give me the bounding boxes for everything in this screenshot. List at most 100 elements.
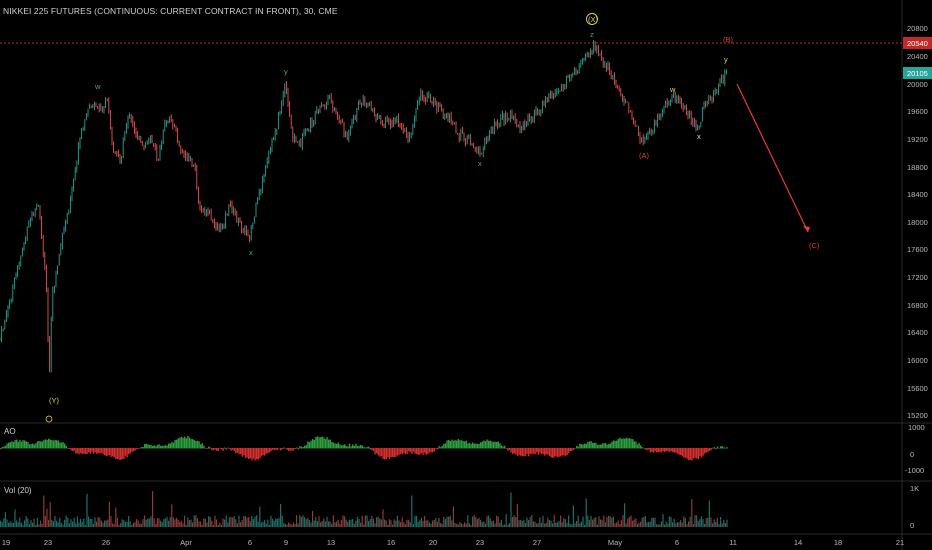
volume-bar bbox=[30, 520, 32, 527]
ao-bar bbox=[121, 448, 123, 460]
ao-bar bbox=[654, 448, 656, 452]
ao-bar bbox=[132, 448, 135, 452]
volume-bar bbox=[616, 522, 618, 527]
volume-bar bbox=[131, 524, 133, 527]
ao-bar bbox=[172, 442, 175, 449]
ao-bar bbox=[465, 440, 467, 449]
ao-bar bbox=[449, 440, 451, 449]
ao-bar bbox=[620, 438, 623, 449]
volume-bar bbox=[433, 519, 435, 527]
ao-bar bbox=[534, 448, 536, 455]
wave-label-x-1: x bbox=[249, 248, 253, 257]
ao-bar bbox=[6, 443, 8, 449]
volume-bar bbox=[136, 519, 138, 527]
ao-bar bbox=[305, 445, 307, 449]
ao-bar bbox=[230, 448, 232, 451]
volume-bar bbox=[86, 493, 88, 527]
ao-bar bbox=[416, 448, 418, 455]
volume-bar bbox=[508, 523, 510, 527]
ao-bar bbox=[342, 444, 344, 449]
price-tick-label: 16800 bbox=[907, 301, 928, 310]
volume-bar bbox=[420, 517, 422, 527]
volume-bar bbox=[654, 517, 656, 527]
volume-bar bbox=[152, 491, 154, 527]
price-tick-label: 19200 bbox=[907, 135, 928, 144]
volume-bar bbox=[337, 519, 339, 527]
ao-bar bbox=[700, 448, 703, 458]
ao-bar bbox=[529, 448, 531, 454]
ao-bar bbox=[499, 443, 501, 449]
volume-bar bbox=[491, 521, 493, 527]
volume-bar bbox=[510, 492, 512, 527]
ao-bar bbox=[65, 445, 67, 449]
ao-bar bbox=[595, 442, 597, 449]
wave-circle-marker bbox=[586, 13, 598, 25]
ao-bar bbox=[454, 440, 456, 449]
ao-bar bbox=[68, 448, 71, 450]
ao-bar bbox=[222, 448, 224, 451]
price-tick-label: 16000 bbox=[907, 356, 928, 365]
volume-bar bbox=[568, 515, 570, 527]
svg-text:1000: 1000 bbox=[908, 423, 925, 432]
ao-bar bbox=[366, 446, 368, 449]
ao-bar bbox=[38, 441, 40, 449]
ao-bar bbox=[488, 440, 490, 449]
ao-bar bbox=[137, 448, 139, 449]
ao-bar bbox=[592, 442, 594, 449]
wave-label-x-2: x bbox=[478, 159, 482, 168]
ao-bar bbox=[206, 448, 208, 449]
volume-bar bbox=[176, 517, 178, 527]
ao-bar bbox=[614, 440, 616, 449]
ao-bar bbox=[374, 448, 376, 455]
wave-label-w-2: w bbox=[669, 85, 676, 94]
volume-bar bbox=[318, 516, 320, 527]
ao-bar bbox=[251, 448, 253, 461]
volume-bar bbox=[643, 516, 645, 527]
ao-bar bbox=[11, 441, 13, 449]
volume-bar bbox=[81, 521, 83, 527]
ao-bar bbox=[185, 438, 187, 449]
volume-bar bbox=[350, 519, 352, 527]
volume-bar bbox=[340, 520, 342, 527]
time-axis[interactable]: 19 23 26 Apr 6 9 13 16 20 23 27 May 6 11 14 18 21 bbox=[2, 538, 904, 547]
volume-bar bbox=[214, 515, 216, 527]
ao-bar bbox=[670, 448, 672, 452]
volume-bar bbox=[428, 522, 430, 527]
ao-bar bbox=[659, 448, 661, 453]
price-axis[interactable]: 20800 20400 20000 19600 19200 18800 18400 18000… bbox=[907, 24, 928, 420]
volume-bar bbox=[187, 517, 189, 527]
volume-bar bbox=[548, 520, 550, 527]
volume-bar bbox=[83, 518, 85, 527]
time-tick-label: 26 bbox=[102, 538, 110, 547]
volume-bar bbox=[603, 515, 605, 527]
ao-bar bbox=[609, 443, 611, 449]
ao-bar bbox=[120, 448, 122, 460]
volume-bar bbox=[150, 516, 152, 527]
volume-bar bbox=[171, 504, 173, 527]
volume-bar bbox=[641, 517, 643, 527]
ao-bar bbox=[505, 448, 507, 449]
ao-bar bbox=[396, 448, 399, 456]
ao-bar bbox=[545, 448, 547, 455]
ao-bar bbox=[531, 448, 533, 455]
projection-arrow bbox=[736, 83, 810, 233]
ao-bar bbox=[209, 447, 211, 449]
volume-bar bbox=[393, 519, 395, 527]
ao-bar bbox=[424, 448, 426, 453]
volume-bar bbox=[579, 523, 581, 527]
ao-bar bbox=[22, 440, 24, 449]
ao-bar bbox=[113, 448, 115, 458]
volume-bar bbox=[604, 522, 606, 527]
volume-bar bbox=[592, 519, 594, 527]
volume-bar bbox=[387, 524, 389, 527]
volume-bar bbox=[126, 521, 128, 527]
volume-bar bbox=[374, 523, 376, 527]
volume-bar bbox=[364, 515, 366, 527]
volume-bar bbox=[710, 517, 712, 527]
volume-bar bbox=[534, 521, 536, 527]
volume-bar bbox=[499, 522, 501, 527]
time-tick-label: 9 bbox=[284, 538, 288, 547]
time-tick-label: 14 bbox=[794, 538, 802, 547]
ao-bar bbox=[680, 448, 682, 456]
